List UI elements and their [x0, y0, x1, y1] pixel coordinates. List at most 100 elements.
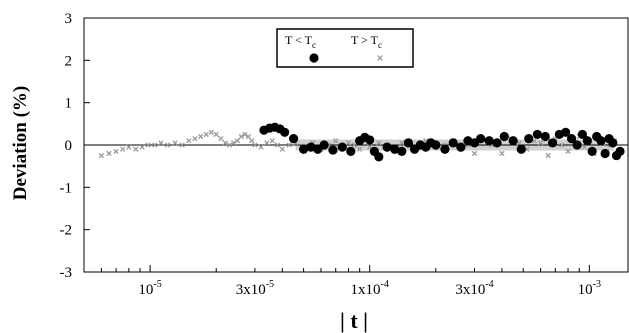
marker-stroke	[179, 142, 185, 148]
x-tick-base: 10	[578, 282, 593, 298]
marker-stroke	[581, 144, 588, 150]
data-point-t-below-tc	[582, 136, 593, 146]
y-axis-title: Deviation (%)	[10, 86, 31, 201]
data-point-t-above-tc	[203, 131, 209, 138]
marker-stroke	[218, 135, 224, 142]
data-point-t-below-tc	[566, 134, 577, 144]
marker-stroke	[545, 152, 551, 159]
y-tick-label: 1	[65, 96, 73, 112]
data-point-t-above-tc	[516, 140, 522, 146]
data-point-t-above-tc	[286, 142, 292, 148]
data-point-t-above-tc	[208, 129, 214, 135]
data-point-t-above-tc	[537, 140, 544, 146]
y-tick-label: 2	[65, 53, 73, 69]
marker-stroke	[423, 138, 429, 144]
x-tick-base: 3x10	[236, 282, 266, 298]
data-point-t-below-tc	[577, 129, 588, 140]
data-point-t-below-tc	[600, 148, 610, 159]
marker-stroke	[345, 140, 352, 146]
y-tick-label: 3	[65, 11, 73, 27]
marker-stroke	[172, 140, 178, 146]
data-point-t-below-tc	[524, 134, 534, 144]
data-point-t-above-tc	[274, 142, 281, 148]
marker-stroke	[279, 146, 285, 152]
marker-stroke	[234, 138, 241, 144]
marker-stroke	[537, 140, 544, 146]
data-point-t-below-tc	[516, 144, 526, 154]
marker-stroke	[139, 144, 145, 150]
data-point-t-above-tc	[120, 146, 126, 152]
x-tick-exponent: -4	[381, 279, 389, 290]
data-point-t-above-tc	[264, 140, 270, 146]
x-axis-title: | t |	[340, 308, 368, 333]
data-point-t-below-tc	[532, 129, 542, 140]
marker-stroke	[264, 140, 270, 146]
x-tick-base: 3x10	[455, 282, 485, 298]
marker-stroke	[133, 146, 139, 152]
marker-stroke	[258, 144, 264, 150]
marker-stroke	[559, 142, 565, 148]
marker-stroke	[274, 142, 281, 148]
marker-stroke	[152, 142, 158, 148]
data-point-t-above-tc	[471, 150, 478, 157]
data-point-t-above-tc	[126, 144, 132, 150]
data-point-t-below-tc	[382, 142, 392, 152]
data-point-t-below-tc	[280, 127, 290, 137]
x-tick-exponent: -5	[153, 279, 161, 290]
data-point-t-above-tc	[152, 142, 158, 148]
marker-stroke	[203, 131, 209, 138]
data-point-t-above-tc	[252, 142, 258, 148]
y-tick-label: -1	[60, 180, 73, 196]
data-point-t-above-tc	[499, 150, 505, 157]
marker-stroke	[242, 131, 248, 138]
marker-stroke	[565, 148, 571, 155]
data-point-t-below-tc	[337, 142, 347, 152]
data-point-t-below-tc	[587, 146, 597, 156]
legend: T < Tc T > Tc	[276, 28, 414, 68]
marker-stroke	[531, 138, 537, 144]
marker-stroke	[269, 138, 275, 144]
legend-label-main: T < T	[285, 33, 313, 47]
marker-stroke	[213, 131, 219, 138]
y-tick-label: -2	[60, 223, 73, 239]
marker-stroke	[120, 146, 126, 152]
marker-stroke	[145, 142, 151, 148]
data-point-t-below-tc	[403, 138, 413, 148]
legend-label-main: T > T	[351, 33, 379, 47]
marker-stroke	[238, 133, 244, 140]
data-point-t-below-tc	[476, 134, 486, 144]
data-point-t-above-tc	[234, 138, 241, 144]
data-point-t-below-tc	[615, 146, 625, 156]
data-point-t-above-tc	[545, 152, 551, 159]
data-point-t-above-tc	[192, 135, 198, 142]
data-point-t-above-tc	[245, 133, 251, 140]
data-point-t-below-tc	[561, 127, 571, 137]
x-tick-label: 3x10-4	[455, 279, 493, 298]
marker-stroke	[98, 152, 105, 159]
marker-stroke	[248, 138, 255, 144]
data-point-t-above-tc	[106, 150, 112, 157]
data-point-t-above-tc	[357, 146, 363, 152]
y-axis: 3 2 1 0 -1 -2 -3	[60, 11, 90, 281]
data-point-t-above-tc	[559, 142, 565, 148]
data-point-t-above-tc	[351, 142, 357, 148]
marker-stroke	[252, 142, 258, 148]
data-point-t-above-tc	[333, 138, 339, 144]
legend-label: T > Tc	[351, 33, 382, 50]
marker-stroke	[106, 150, 112, 157]
x-tick-label: 1x10-4	[351, 279, 389, 298]
marker-stroke	[208, 129, 214, 135]
marker-stroke	[333, 138, 339, 144]
data-point-t-above-tc	[581, 144, 588, 150]
legend-box	[276, 28, 414, 68]
x-tick-exponent: -5	[266, 279, 274, 290]
data-point-t-above-tc	[248, 138, 255, 144]
marker-stroke	[164, 142, 171, 148]
data-point-t-below-tc	[540, 131, 550, 142]
legend-label-subscript: c	[378, 40, 382, 50]
data-point-t-below-tc	[547, 138, 558, 148]
legend-label-subscript: c	[312, 40, 316, 50]
data-point-t-above-tc	[113, 148, 119, 155]
data-point-t-below-tc	[288, 134, 299, 144]
data-point-t-above-tc	[565, 148, 571, 155]
